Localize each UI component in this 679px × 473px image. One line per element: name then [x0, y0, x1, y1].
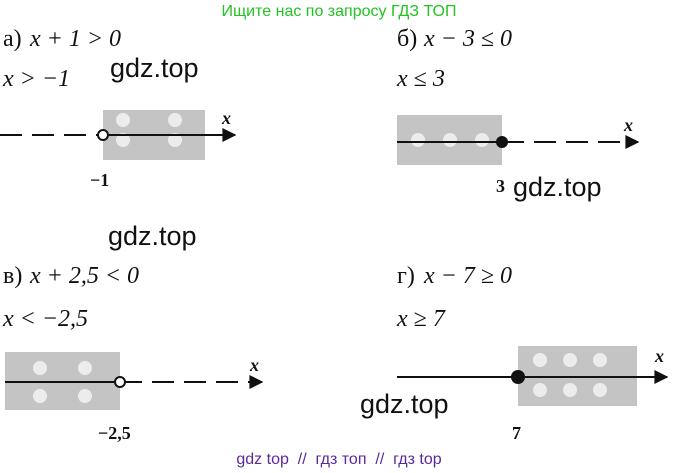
- solution: x > −1: [2, 66, 70, 92]
- watermark: gdz.top: [108, 221, 197, 251]
- solution: x ≥ 7: [396, 306, 446, 332]
- closed-point: [496, 136, 508, 148]
- axis-label: x: [623, 115, 633, 135]
- inequality: x + 2,5 < 0: [29, 263, 139, 289]
- point-label: 3: [496, 176, 505, 196]
- footer: gdz top // гдз топ // гдз top: [236, 451, 441, 468]
- point-label: 7: [512, 423, 521, 443]
- open-point: [114, 376, 126, 388]
- watermark: gdz.top: [360, 389, 449, 419]
- inequality: x − 7 ≥ 0: [423, 263, 512, 289]
- solution: x < −2,5: [2, 306, 88, 332]
- watermark: gdz.top: [513, 172, 602, 202]
- inequality: x + 1 > 0: [29, 26, 121, 52]
- point-label: −1: [90, 170, 109, 190]
- closed-point: [511, 370, 525, 384]
- solution: x ≤ 3: [396, 66, 445, 92]
- open-point: [97, 129, 109, 141]
- axis-label: x: [654, 346, 664, 366]
- header: Ищите нас по запросу ГДЗ ТОП: [222, 3, 457, 20]
- point-label: −2,5: [98, 423, 131, 443]
- inequality: x − 3 ≤ 0: [423, 26, 512, 52]
- axis-label: x: [221, 108, 231, 128]
- problem-label: в): [3, 263, 22, 289]
- problem-label: г): [397, 263, 415, 289]
- problem-label: б): [397, 26, 417, 52]
- watermark: gdz.top: [110, 53, 199, 83]
- problem-label: а): [3, 26, 22, 52]
- axis-label: x: [249, 355, 259, 375]
